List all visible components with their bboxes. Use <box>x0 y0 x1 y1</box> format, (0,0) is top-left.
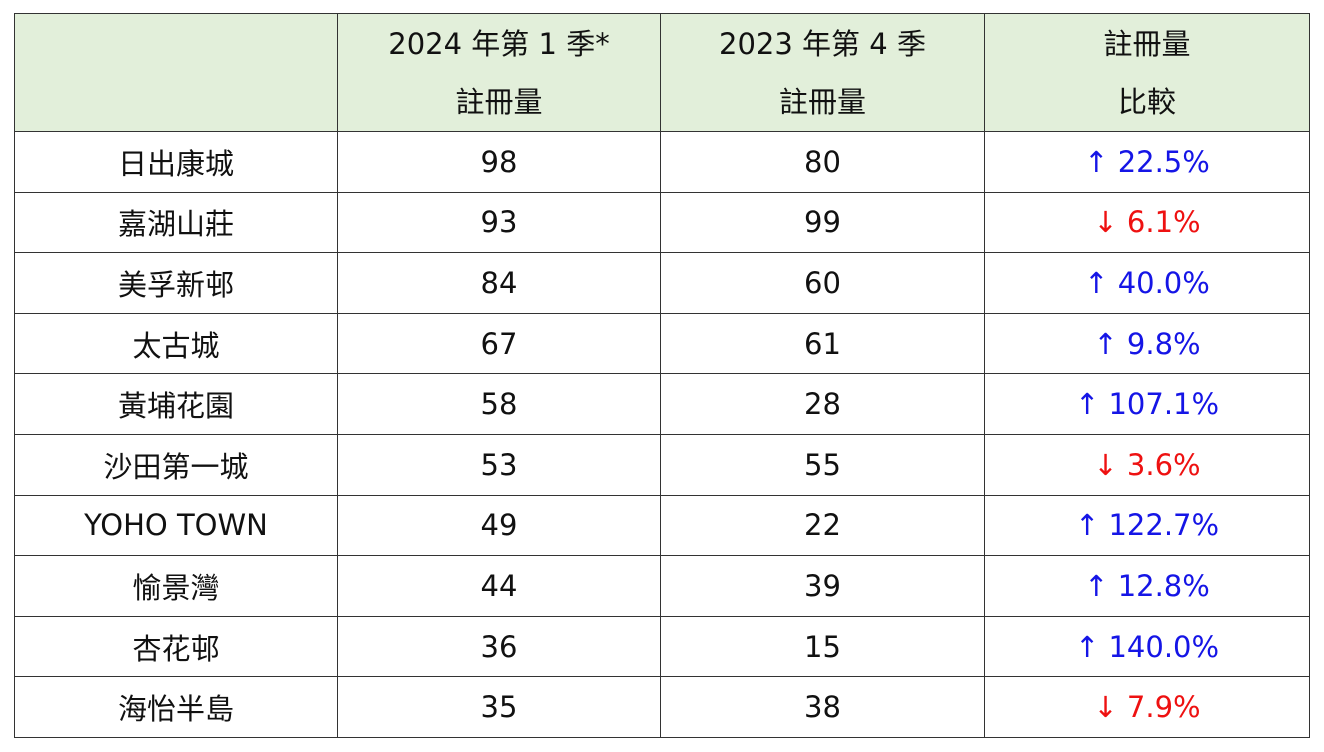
row-label: 美孚新邨 <box>14 252 338 314</box>
row-label: 嘉湖山莊 <box>14 191 338 254</box>
table-row: 海怡半島 35 38 ↓ 7.9% <box>14 676 1310 738</box>
row-label: 杏花邨 <box>14 615 338 678</box>
row-label: 太古城 <box>14 312 338 375</box>
header-line: 2023 年第 4 季 <box>719 26 926 61</box>
change-cell: ↓ 6.1% <box>984 191 1310 254</box>
row-label: YOHO TOWN <box>14 494 338 557</box>
table-row: 太古城 67 61 ↑ 9.8% <box>14 312 1310 375</box>
value-cell: 15 <box>660 615 985 678</box>
value-cell: 99 <box>660 191 985 254</box>
value-cell: 39 <box>660 555 985 617</box>
header-line: 註冊量 <box>455 84 543 119</box>
value-cell: 60 <box>660 252 985 314</box>
table-row: 愉景灣 44 39 ↑ 12.8% <box>14 555 1310 617</box>
value-cell: 98 <box>337 131 661 193</box>
row-label: 海怡半島 <box>14 676 338 738</box>
table-row: 美孚新邨 84 60 ↑ 40.0% <box>14 252 1310 314</box>
header-row: 2024 年第 1 季* 註冊量 2023 年第 4 季註冊量 註冊量 比較 <box>14 13 1310 132</box>
value-cell: 58 <box>337 373 661 435</box>
value-cell: 67 <box>337 312 661 375</box>
change-cell: ↑ 122.7% <box>984 494 1310 557</box>
change-cell: ↑ 12.8% <box>984 555 1310 617</box>
corner-cell <box>14 13 338 132</box>
row-label: 沙田第一城 <box>14 433 338 496</box>
value-cell: 93 <box>337 191 661 254</box>
header-line: 註冊量 <box>1103 26 1191 61</box>
header-cell: 2023 年第 4 季註冊量 <box>660 13 985 132</box>
header-line: 2024 年第 1 季* <box>388 26 610 61</box>
change-cell: ↑ 9.8% <box>984 312 1310 375</box>
value-cell: 36 <box>337 615 661 678</box>
value-cell: 80 <box>660 131 985 193</box>
value-cell: 28 <box>660 373 985 435</box>
header-cell: 註冊量 比較 <box>984 13 1310 132</box>
header-line: 比較 <box>1117 84 1176 119</box>
table-body: 日出康城 98 80 ↑ 22.5% 嘉湖山莊 93 99 ↓ 6.1% 美孚新邨 84 60 ↑ 4… <box>14 131 1310 738</box>
value-cell: 61 <box>660 312 985 375</box>
change-cell: ↓ 7.9% <box>984 676 1310 738</box>
header-cell: 2024 年第 1 季* 註冊量 <box>337 13 661 132</box>
value-cell: 38 <box>660 676 985 738</box>
table-row: 杏花邨 36 15 ↑ 140.0% <box>14 615 1310 678</box>
change-cell: ↓ 3.6% <box>984 433 1310 496</box>
value-cell: 84 <box>337 252 661 314</box>
data-table: 2024 年第 1 季* 註冊量 2023 年第 4 季註冊量 註冊量 比較 日出康城 9… <box>14 13 1310 738</box>
table-row: 日出康城 98 80 ↑ 22.5% <box>14 131 1310 193</box>
value-cell: 44 <box>337 555 661 617</box>
value-cell: 49 <box>337 494 661 557</box>
row-label: 黃埔花園 <box>14 373 338 435</box>
table-row: 嘉湖山莊 93 99 ↓ 6.1% <box>14 191 1310 254</box>
change-cell: ↑ 140.0% <box>984 615 1310 678</box>
table-row: 沙田第一城 53 55 ↓ 3.6% <box>14 433 1310 496</box>
change-cell: ↑ 107.1% <box>984 373 1310 435</box>
row-label: 愉景灣 <box>14 555 338 617</box>
value-cell: 22 <box>660 494 985 557</box>
header-line: 註冊量 <box>778 84 866 119</box>
value-cell: 35 <box>337 676 661 738</box>
change-cell: ↑ 40.0% <box>984 252 1310 314</box>
value-cell: 55 <box>660 433 985 496</box>
value-cell: 53 <box>337 433 661 496</box>
table-row: 黃埔花園 58 28 ↑ 107.1% <box>14 373 1310 435</box>
row-label: 日出康城 <box>14 131 338 193</box>
change-cell: ↑ 22.5% <box>984 131 1310 193</box>
table-row: YOHO TOWN 49 22 ↑ 122.7% <box>14 494 1310 557</box>
